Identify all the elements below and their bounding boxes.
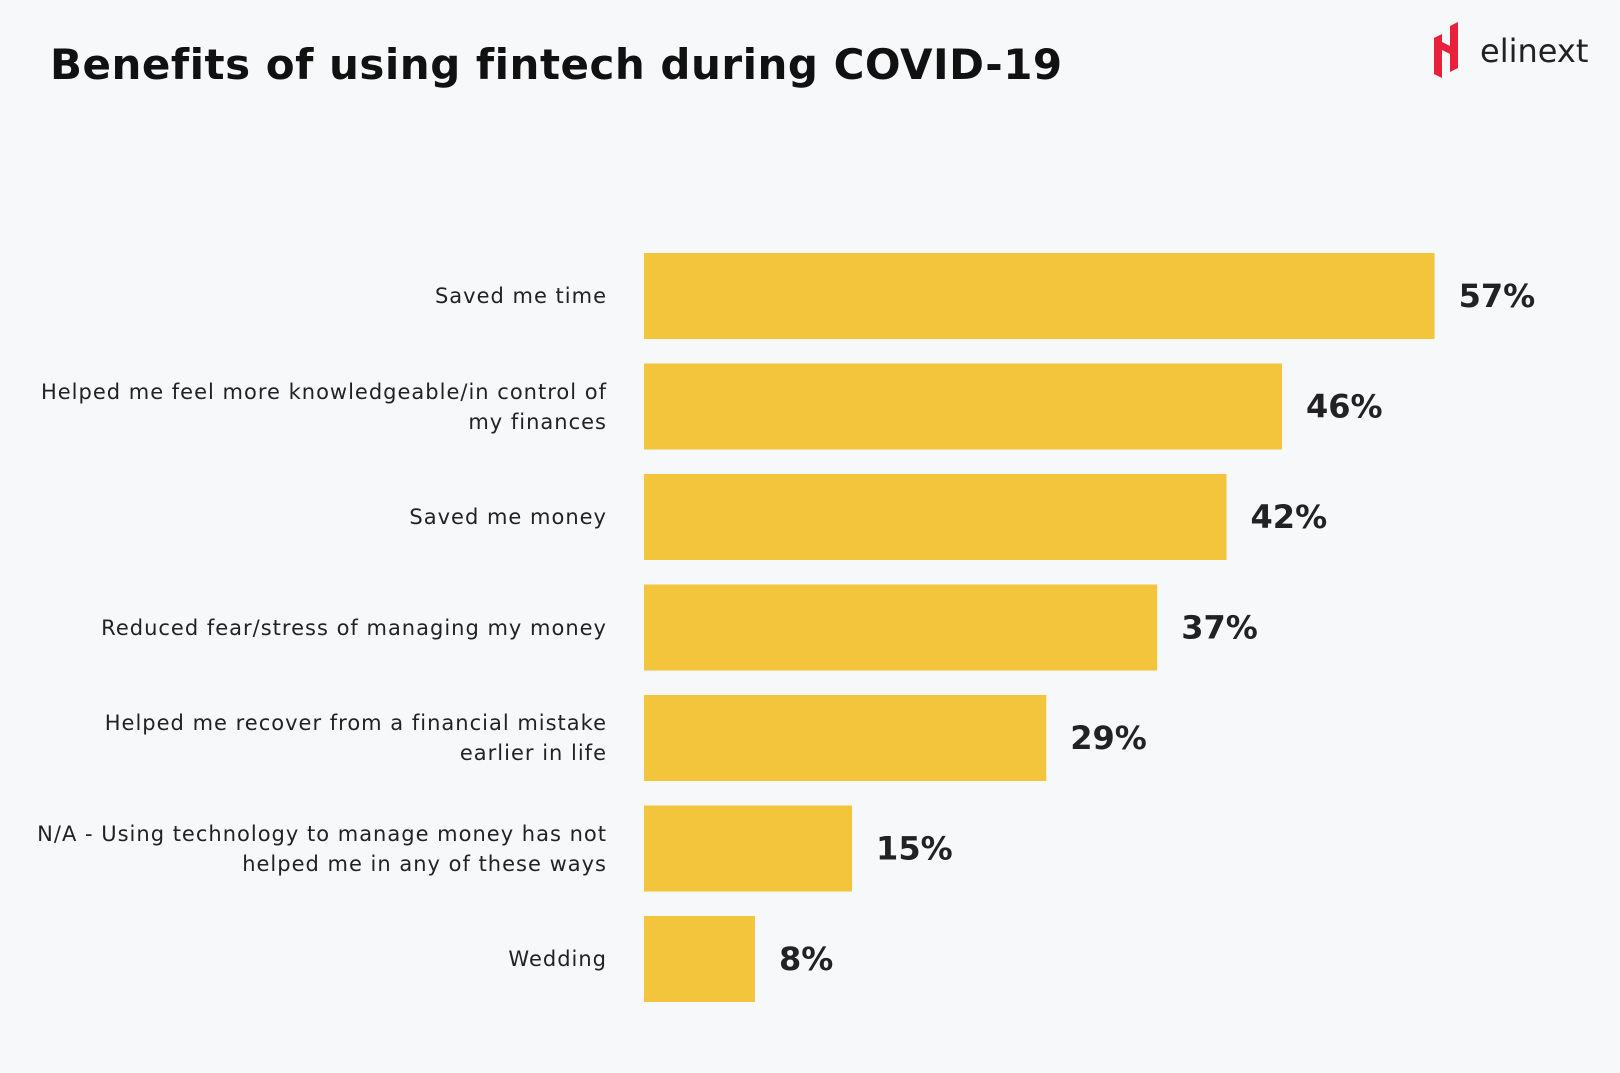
logo-icon — [1434, 22, 1458, 78]
value-label: 42% — [1251, 498, 1328, 536]
bar — [644, 584, 1158, 671]
value-label: 8% — [779, 940, 833, 978]
bar — [644, 695, 1047, 781]
category-label: Helped me feel more knowledgeable/in con… — [40, 379, 607, 434]
category-label: Wedding — [508, 947, 607, 971]
category-label: N/A - Using technology to manage money h… — [37, 821, 607, 876]
category-label: Reduced fear/stress of managing my money — [101, 615, 607, 640]
category-label: Helped me recover from a financial mista… — [104, 711, 607, 765]
bar — [644, 253, 1435, 339]
logo-text: elinext — [1480, 32, 1589, 70]
value-label: 29% — [1070, 719, 1147, 757]
bar — [644, 363, 1283, 450]
value-label: 37% — [1181, 609, 1258, 647]
bar — [644, 474, 1227, 560]
bar — [644, 916, 755, 1002]
bar — [644, 805, 853, 892]
value-label: 57% — [1459, 277, 1536, 315]
value-label: 46% — [1306, 388, 1383, 426]
category-label: Saved me money — [409, 505, 607, 529]
value-label: 15% — [876, 830, 953, 868]
chart-title: Benefits of using fintech during COVID-1… — [50, 40, 1063, 89]
category-label: Saved me time — [434, 284, 607, 308]
